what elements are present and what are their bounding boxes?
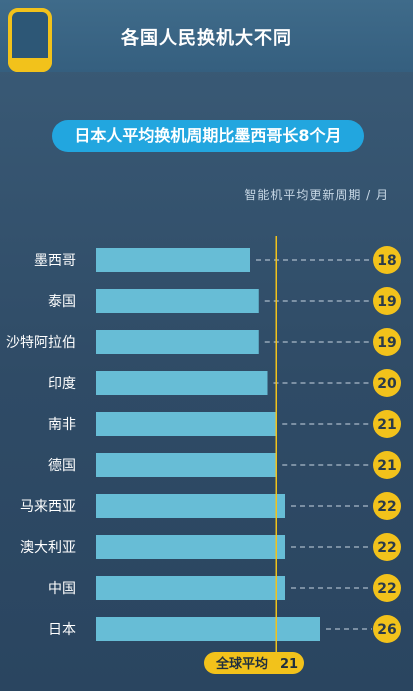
unit-label: 智能机平均更新周期 / 月: [244, 188, 389, 202]
bar: [96, 248, 250, 272]
value-label: 21: [377, 417, 396, 433]
average-value: 21: [280, 657, 298, 672]
category-label: 南非: [48, 417, 76, 433]
value-badge: [373, 492, 401, 520]
value-badge: [373, 246, 401, 274]
category-label: 泰国: [48, 294, 76, 310]
bar: [96, 289, 259, 313]
bar: [96, 412, 277, 436]
value-label: 19: [377, 335, 396, 351]
value-badge: [373, 369, 401, 397]
bar: [96, 617, 320, 641]
value-label: 19: [377, 294, 396, 310]
page-title: 各国人民换机大不同: [121, 28, 292, 49]
value-badge: [373, 410, 401, 438]
value-label: 26: [377, 622, 396, 638]
category-label: 德国: [48, 458, 76, 474]
header-banner: 各国人民换机大不同: [0, 0, 413, 72]
category-label: 日本: [48, 622, 76, 638]
category-label: 澳大利亚: [20, 540, 76, 556]
value-badge: [373, 533, 401, 561]
chart-subtitle: 日本人平均换机周期比墨西哥长8个月: [52, 120, 364, 152]
value-label: 22: [377, 540, 396, 556]
value-label: 20: [377, 376, 397, 392]
bar: [96, 576, 285, 600]
value-badge: [373, 287, 401, 315]
value-label: 21: [377, 458, 396, 474]
category-label: 中国: [48, 581, 76, 597]
value-badge: [373, 574, 401, 602]
value-badge: [373, 328, 401, 356]
category-label: 马来西亚: [20, 499, 76, 515]
value-label: 22: [377, 581, 396, 597]
bar: [96, 535, 285, 559]
average-label: 全球平均: [215, 656, 268, 672]
value-label: 18: [377, 253, 396, 269]
phone-icon: [8, 8, 52, 72]
value-label: 22: [377, 499, 396, 515]
average-badge: [204, 652, 304, 674]
bar: [96, 494, 285, 518]
value-badge: [373, 451, 401, 479]
bar: [96, 330, 259, 354]
value-badge: [373, 615, 401, 643]
bar: [96, 453, 277, 477]
bar: [96, 371, 268, 395]
category-label: 沙特阿拉伯: [6, 335, 76, 351]
category-label: 墨西哥: [34, 253, 76, 269]
category-label: 印度: [48, 376, 76, 392]
